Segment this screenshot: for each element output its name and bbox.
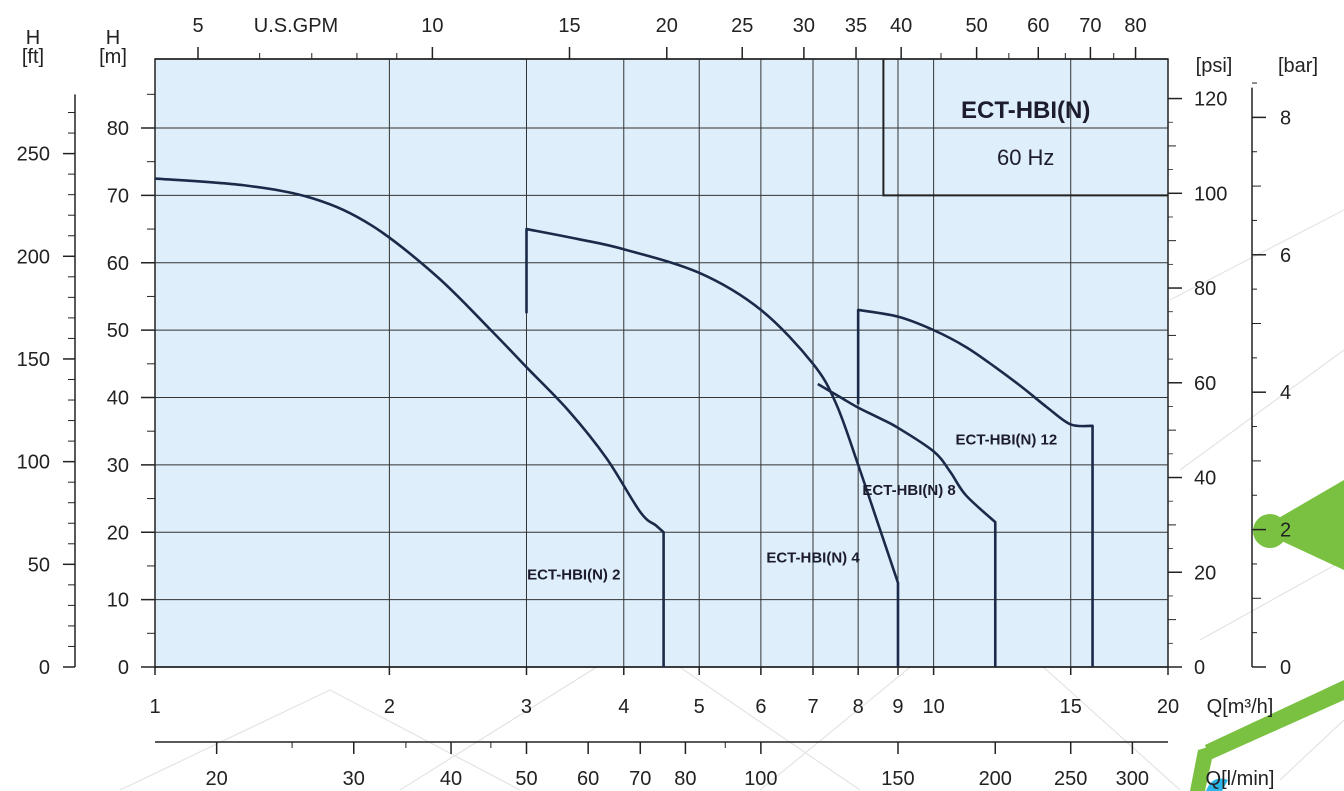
y-psi-tick-label: 0 xyxy=(1194,657,1205,679)
x-tick-label: 10 xyxy=(922,696,944,718)
curve-label: ECT-HBI(N) 12 xyxy=(956,432,1058,449)
x-tick-label: 8 xyxy=(853,696,864,718)
curve-ect-hbi-n-2 xyxy=(154,177,665,667)
y-m-tick-label: 50 xyxy=(107,320,129,342)
y-ft-tick-label: 50 xyxy=(28,554,50,576)
curve-label: ECT-HBI(N) 4 xyxy=(766,550,860,567)
x-lmin-tick-label: 100 xyxy=(744,768,777,790)
x-gpm-tick-label: 20 xyxy=(656,15,678,37)
ylabel-ft-bottom: [ft] xyxy=(22,46,44,68)
x-lmin-tick-label: 30 xyxy=(343,768,365,790)
x-tick-label: 5 xyxy=(694,696,705,718)
x-lmin-tick-label: 200 xyxy=(979,768,1012,790)
curve-ect-hbi-n-4 xyxy=(525,227,900,667)
y-bar-tick-label: 2 xyxy=(1280,520,1291,542)
x-gpm-tick-label: 25 xyxy=(731,15,753,37)
x-gpm-tick-label: 35 xyxy=(845,15,867,37)
curves xyxy=(154,177,1094,667)
ylabel-ft-top: H xyxy=(26,27,40,49)
title-box-frame xyxy=(882,59,1168,197)
x-gpm-tick-label: 5 xyxy=(192,15,203,37)
xlabel-m3h: Q[m³/h] xyxy=(1207,696,1274,718)
x-lmin-tick-label: 40 xyxy=(440,768,462,790)
curve-label: ECT-HBI(N) 8 xyxy=(862,482,955,499)
y-bar-tick-label: 6 xyxy=(1280,245,1291,267)
y-psi-tick-label: 20 xyxy=(1194,562,1216,584)
y-ft-tick-label: 150 xyxy=(17,349,50,371)
y-ft-tick-label: 100 xyxy=(17,452,50,474)
axes: 1 2 3 4 5 6 7 8 9 10 15 200102030405060708005010015… xyxy=(17,15,1292,790)
y-m-tick-label: 30 xyxy=(107,455,129,477)
x-gpm-tick-label: 70 xyxy=(1079,15,1101,37)
x-lmin-tick-label: 60 xyxy=(577,768,599,790)
curve-ect-hbi-n-12 xyxy=(856,308,1094,667)
x-gpm-tick-label: 60 xyxy=(1027,15,1049,37)
x-tick-label: 2 xyxy=(384,696,395,718)
y-bar-tick-label: 0 xyxy=(1280,657,1291,679)
x-gpm-tick-label: 80 xyxy=(1124,15,1146,37)
y-m-tick-label: 40 xyxy=(107,388,129,410)
x-tick-label: 20 xyxy=(1157,696,1179,718)
xlabel-gpm: U.S.GPM xyxy=(254,15,338,37)
ylabel-m-top: H xyxy=(106,27,120,49)
y-bar-tick-label: 4 xyxy=(1280,382,1291,404)
y-m-tick-label: 70 xyxy=(107,185,129,207)
y-bar-tick-label: 8 xyxy=(1280,107,1291,129)
x-lmin-tick-label: 70 xyxy=(629,768,651,790)
curve-ect-hbi-n-8 xyxy=(817,382,997,667)
x-gpm-tick-label: 30 xyxy=(793,15,815,37)
curve-labels: ECT-HBI(N) 2 ECT-HBI(N) 4 ECT-HBI(N) 8 ECT-… xyxy=(527,432,1057,584)
x-tick-label: 9 xyxy=(892,696,903,718)
x-lmin-tick-label: 50 xyxy=(515,768,537,790)
grid xyxy=(155,59,1168,667)
y-psi-tick-label: 60 xyxy=(1194,373,1216,395)
xlabel-lmin: Q[l/min] xyxy=(1206,768,1275,790)
x-tick-label: 3 xyxy=(521,696,532,718)
y-psi-tick-label: 80 xyxy=(1194,278,1216,300)
y-m-tick-label: 10 xyxy=(107,590,129,612)
y-ft-tick-label: 0 xyxy=(39,657,50,679)
chart-subtitle: 60 Hz xyxy=(997,145,1054,170)
x-lmin-tick-label: 150 xyxy=(881,768,914,790)
ylabel-m-bottom: [m] xyxy=(99,46,127,68)
x-lmin-tick-label: 20 xyxy=(206,768,228,790)
y-m-tick-label: 20 xyxy=(107,522,129,544)
x-gpm-tick-label: 10 xyxy=(421,15,443,37)
ylabel-psi: [psi] xyxy=(1196,55,1233,77)
x-tick-label: 15 xyxy=(1060,696,1082,718)
y-m-tick-label: 80 xyxy=(107,118,129,140)
y-m-tick-label: 60 xyxy=(107,253,129,275)
chart-title: ECT-HBI(N) xyxy=(961,97,1090,124)
curve-label: ECT-HBI(N) 2 xyxy=(527,566,620,583)
x-tick-label: 7 xyxy=(807,696,818,718)
title-box: ECT-HBI(N) 60 Hz xyxy=(882,59,1168,197)
y-psi-tick-label: 120 xyxy=(1194,89,1227,111)
x-gpm-tick-label: 40 xyxy=(890,15,912,37)
y-m-tick-label: 0 xyxy=(118,657,129,679)
brand-accent-shapes xyxy=(1190,480,1344,791)
x-lmin-tick-label: 300 xyxy=(1116,768,1149,790)
x-tick-label: 4 xyxy=(618,696,629,718)
x-tick-label: 1 xyxy=(149,696,160,718)
x-gpm-tick-label: 15 xyxy=(558,15,580,37)
y-ft-tick-label: 250 xyxy=(17,144,50,166)
y-psi-tick-label: 100 xyxy=(1194,183,1227,205)
x-lmin-tick-label: 80 xyxy=(674,768,696,790)
ylabel-bar: [bar] xyxy=(1278,55,1318,77)
y-psi-tick-label: 40 xyxy=(1194,468,1216,490)
x-lmin-tick-label: 250 xyxy=(1054,768,1087,790)
x-tick-label: 6 xyxy=(755,696,766,718)
y-ft-tick-label: 200 xyxy=(17,246,50,268)
x-gpm-tick-label: 50 xyxy=(965,15,987,37)
